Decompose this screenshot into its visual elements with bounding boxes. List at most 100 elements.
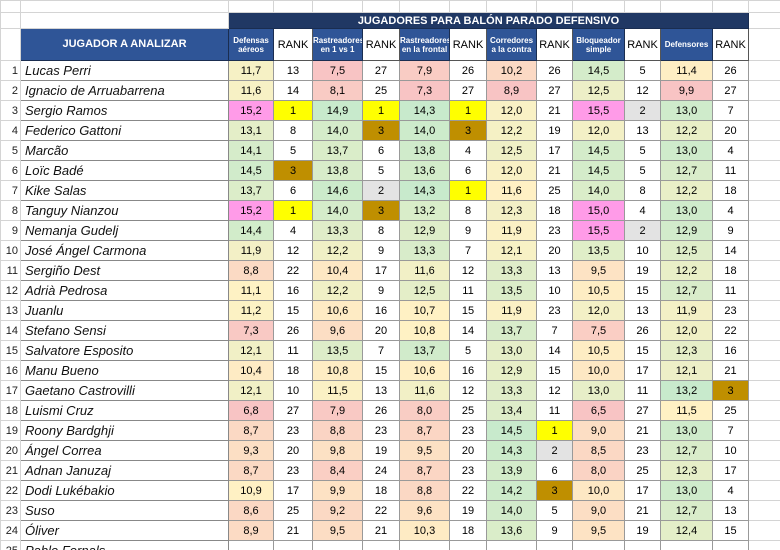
- empty-cell: [748, 80, 780, 101]
- rank-cell: 18: [362, 480, 400, 501]
- rank-cell: 17: [712, 460, 749, 481]
- value-cell: 12,2: [660, 120, 713, 141]
- value-cell: 13,0: [660, 200, 713, 221]
- value-cell: 6,8: [228, 400, 274, 421]
- rank-cell: 9: [362, 280, 400, 301]
- rank-cell: 1: [449, 100, 487, 121]
- value-cell: 11,7: [228, 60, 274, 81]
- player-name: Ángel Correa: [20, 440, 229, 461]
- rank-cell: 1: [362, 100, 400, 121]
- value-cell: 8,8: [312, 420, 363, 441]
- rank-cell: 21: [536, 100, 573, 121]
- empty-cell: [20, 0, 229, 13]
- row-number: 8: [0, 200, 21, 221]
- empty-cell: [748, 500, 780, 521]
- empty-cell: [624, 0, 661, 13]
- value-cell: 10,3: [399, 520, 450, 541]
- row-number: 11: [0, 260, 21, 281]
- value-cell: 12,1: [486, 240, 537, 261]
- rank-cell: 4: [273, 220, 313, 241]
- rank-cell: 16: [362, 300, 400, 321]
- row-number: 1: [0, 60, 21, 81]
- column-header: RANK: [273, 28, 313, 61]
- value-cell: 12,9: [660, 220, 713, 241]
- data-row: 15 Salvatore Esposito 12,1 11 13,5 7 13,7 5 13,0…: [0, 340, 780, 361]
- rank-cell: 21: [624, 420, 661, 441]
- value-cell: 12,5: [399, 280, 450, 301]
- value-cell: 8,8: [228, 260, 274, 281]
- rank-cell: 17: [624, 360, 661, 381]
- rank-cell: 27: [273, 400, 313, 421]
- rank-cell: 18: [712, 180, 749, 201]
- row-number: 18: [0, 400, 21, 421]
- value-cell: 9,2: [312, 500, 363, 521]
- rank-cell: 27: [624, 400, 661, 421]
- rank-cell: 5: [362, 160, 400, 181]
- rank-cell: 19: [624, 520, 661, 541]
- empty-cell: [273, 0, 313, 13]
- value-cell: 13,0: [486, 340, 537, 361]
- value-cell: 13,0: [660, 140, 713, 161]
- rank-cell: 20: [536, 240, 573, 261]
- row-number: 4: [0, 120, 21, 141]
- data-row: 2 Ignacio de Arruabarrena 11,6 14 8,1 25 7,3 27…: [0, 80, 780, 101]
- value-cell: 14,0: [312, 200, 363, 221]
- value-cell: 9,5: [572, 520, 625, 541]
- value-cell: 13,0: [660, 420, 713, 441]
- empty-cell: [748, 100, 780, 121]
- column-header: RANK: [449, 28, 487, 61]
- rank-cell: 23: [273, 420, 313, 441]
- rank-cell: 9: [449, 220, 487, 241]
- rank-cell: 17: [362, 260, 400, 281]
- value-cell: 8,4: [312, 460, 363, 481]
- data-row: 5 Marcão 14,1 5 13,7 6 13,8 4 12,5 17 14,5 5 13,0 4: [0, 140, 780, 161]
- value-cell: 14,0: [486, 500, 537, 521]
- value-cell: 7,5: [312, 60, 363, 81]
- value-cell: 14,0: [312, 120, 363, 141]
- empty-cell: [748, 180, 780, 201]
- data-row: 12 Adrià Pedrosa 11,1 16 12,2 9 12,5 11 13,5 10 10…: [0, 280, 780, 301]
- value-cell: 10,2: [486, 60, 537, 81]
- value-cell: 12,7: [660, 160, 713, 181]
- value-cell: 12,3: [660, 340, 713, 361]
- rank-cell: 16: [449, 360, 487, 381]
- value-cell: 12,5: [486, 140, 537, 161]
- value-cell: 12,0: [572, 300, 625, 321]
- row-number: 20: [0, 440, 21, 461]
- rank-cell: 21: [712, 360, 749, 381]
- player-name: Stefano Sensi: [20, 320, 229, 341]
- player-name: Adrià Pedrosa: [20, 280, 229, 301]
- value-cell: 9,9: [660, 80, 713, 101]
- value-cell: 12,9: [399, 220, 450, 241]
- empty-cell: [748, 320, 780, 341]
- rank-cell: 18: [273, 360, 313, 381]
- rank-cell: 8: [449, 200, 487, 221]
- rank-cell: 2: [362, 180, 400, 201]
- data-row: 25Pablo Fornals: [0, 540, 780, 550]
- column-header: RANK: [624, 28, 661, 61]
- value-cell: 13,2: [399, 200, 450, 221]
- rank-cell: 17: [273, 480, 313, 501]
- rank-cell: 23: [449, 460, 487, 481]
- player-name: Adnan Januzaj: [20, 460, 229, 481]
- value-cell: 14,9: [312, 100, 363, 121]
- rank-cell: 23: [362, 420, 400, 441]
- empty-cell: [748, 520, 780, 541]
- row-number: 3: [0, 100, 21, 121]
- rank-cell: 8: [273, 120, 313, 141]
- value-cell: 14,5: [572, 160, 625, 181]
- rank-cell: 27: [536, 80, 573, 101]
- value-cell: 14,3: [399, 180, 450, 201]
- value-cell: 14,5: [486, 420, 537, 441]
- value-cell: 8,9: [228, 520, 274, 541]
- rank-cell: 27: [449, 80, 487, 101]
- data-row: 11 Sergiño Dest 8,8 22 10,4 17 11,6 12 13,3 13 9,5…: [0, 260, 780, 281]
- rank-cell: 19: [449, 500, 487, 521]
- rank-cell: 20: [712, 120, 749, 141]
- empty-cell: [748, 200, 780, 221]
- rank-cell: 7: [449, 240, 487, 261]
- rank-cell: 18: [449, 520, 487, 541]
- rank-cell: 5: [449, 340, 487, 361]
- rank-cell: 10: [624, 240, 661, 261]
